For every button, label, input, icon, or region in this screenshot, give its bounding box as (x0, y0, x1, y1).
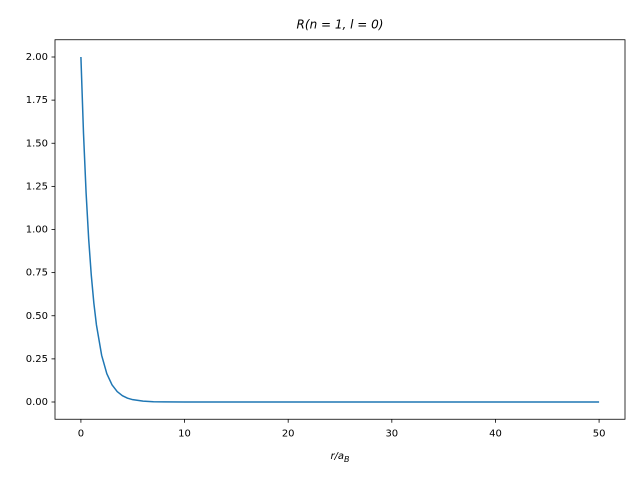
y-tick-label: 1.00 (26, 225, 48, 236)
chart-title: R(n = 1, l = 0) (297, 18, 384, 32)
x-axis-label: r/aB (330, 451, 349, 464)
y-tick-label: 0.50 (26, 311, 48, 322)
y-tick-label: 0.25 (26, 354, 48, 365)
y-tick-label: 0.75 (26, 268, 48, 279)
x-tick-label: 40 (489, 428, 502, 439)
plot-frame (54, 39, 626, 420)
x-tick-label: 20 (282, 428, 295, 439)
line-series (80, 56, 600, 403)
y-tick-label: 2.00 (26, 52, 48, 63)
x-tick-label: 0 (78, 428, 84, 439)
x-tick-label: 10 (178, 428, 191, 439)
x-axis-label-main: r/a (330, 451, 344, 462)
y-tick-label: 1.75 (26, 95, 48, 106)
x-tick-label: 50 (593, 428, 606, 439)
y-tick-label: 1.25 (26, 181, 48, 192)
y-tick-label: 1.50 (26, 138, 48, 149)
x-axis-label-sub: B (344, 455, 350, 464)
x-tick-label: 30 (385, 428, 398, 439)
y-tick-label: 0.00 (26, 397, 48, 408)
